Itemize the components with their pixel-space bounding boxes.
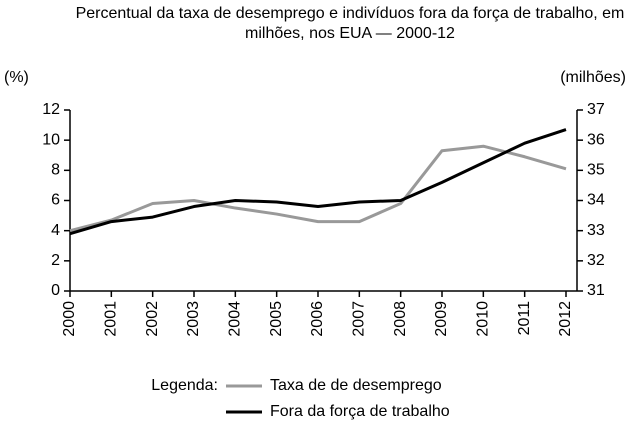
series-line — [69, 144, 567, 233]
y-tick-label: 10 — [42, 131, 60, 148]
x-tick-label: 2012 — [557, 301, 574, 337]
y-tick-label: 12 — [42, 101, 60, 118]
x-tick-label: 2009 — [433, 301, 450, 337]
x-tick-label: 2011 — [516, 301, 533, 336]
series-line — [69, 128, 567, 236]
y2-tick-label: 35 — [587, 162, 605, 179]
y-tick-label: 8 — [51, 162, 60, 179]
y2-tick-label: 32 — [587, 252, 605, 269]
y2-tick-label: 33 — [587, 222, 605, 239]
y-axis-label: (%) — [4, 69, 29, 86]
x-tick-label: 2006 — [309, 301, 326, 337]
x-tick-label: 2008 — [392, 301, 409, 337]
y-tick-label: 2 — [51, 252, 60, 269]
x-tick-label: 2010 — [475, 301, 492, 337]
y-tick-label: 0 — [51, 282, 60, 299]
x-tick-label: 2001 — [103, 301, 120, 337]
y2-tick-label: 34 — [587, 192, 605, 209]
y-tick-label: 6 — [51, 192, 60, 209]
y2-tick-label: 36 — [587, 131, 605, 148]
x-tick-label: 2003 — [185, 301, 202, 337]
x-tick-label: 2005 — [268, 301, 285, 337]
x-tick-label: 2004 — [227, 301, 244, 337]
y2-tick-label: 31 — [587, 282, 605, 299]
legend-title: Legenda: — [151, 377, 218, 394]
x-tick-label: 2007 — [351, 301, 368, 337]
x-tick-label: 2002 — [144, 301, 161, 337]
x-tick-label: 2000 — [61, 301, 78, 337]
y2-axis-label: (milhões) — [560, 69, 626, 86]
chart-title: Percentual da taxa de desemprego e indiv… — [75, 5, 625, 42]
legend-label: Taxa de de desemprego — [270, 377, 442, 394]
legend-label: Fora da força de trabalho — [270, 403, 450, 420]
y2-tick-label: 37 — [587, 101, 605, 118]
y-tick-label: 4 — [51, 222, 60, 239]
